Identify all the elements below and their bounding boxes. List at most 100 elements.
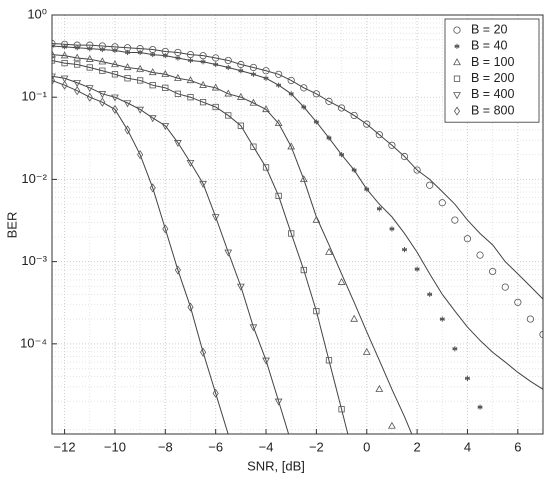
marker [300,84,308,92]
marker [111,71,119,78]
marker [363,120,371,128]
marker [111,60,119,68]
marker [149,183,156,193]
marker [161,69,170,77]
y-axis-label: BER [4,212,19,239]
marker [275,70,283,78]
marker [225,64,231,71]
theory-curve [52,79,229,434]
marker [52,50,56,58]
legend: B = 20 B = 40 B = 100 B = 200 B = 400 B = 800 [444,18,540,123]
marker [211,214,220,222]
marker [73,53,82,61]
marker [375,384,384,392]
marker [249,98,258,106]
marker [199,99,207,106]
theory-curve [52,45,543,390]
marker [454,43,460,49]
marker [225,112,232,119]
marker [200,347,207,357]
marker [388,421,396,429]
y-tick-label: 10⁻³ [21,253,47,268]
marker [438,199,446,207]
marker [325,357,333,364]
marker [453,26,461,34]
theory-curve [52,54,413,434]
marker [301,104,307,110]
marker [489,267,497,276]
legend-box [444,18,540,123]
marker [249,63,258,72]
x-tick-label: −4 [259,439,274,454]
marker [274,398,283,406]
marker [199,52,207,60]
y-tick-label: 10⁻¹ [21,89,47,104]
marker [61,59,68,67]
marker [136,106,145,114]
marker [174,73,182,81]
marker [123,100,132,108]
marker [211,83,220,91]
x-axis-label: SNR, [dB] [247,458,305,473]
marker [224,56,232,65]
marker [212,388,219,398]
marker [52,73,56,81]
x-tick-label: 4 [464,439,471,454]
marker [362,347,371,355]
marker [501,283,509,291]
marker [427,291,433,297]
theory-curve [52,75,290,434]
x-tick-label: −2 [309,439,324,454]
x-tick-label: −6 [208,439,223,454]
marker [99,67,106,74]
y-tick-label: 10⁰ [27,6,47,21]
marker [62,44,68,50]
marker [52,39,56,48]
marker [200,59,206,65]
marker [287,76,295,85]
marker [98,91,107,99]
marker [237,122,244,129]
marker [60,51,69,59]
marker [162,224,169,234]
marker [339,152,345,158]
marker [250,71,256,77]
marker [111,94,119,102]
marker [52,75,56,85]
marker [288,91,294,97]
marker [262,105,270,113]
marker [186,76,195,84]
marker [326,135,332,141]
markers [52,39,543,429]
marker [136,64,145,72]
marker [275,192,282,200]
marker [111,104,118,114]
marker [213,61,219,68]
marker [99,97,106,107]
marker [238,68,244,74]
marker [74,61,81,68]
legend-label: B = 20 [471,22,508,36]
marker [186,50,195,59]
marker [453,92,461,100]
marker [402,247,408,253]
marker [86,92,93,102]
marker [224,249,233,257]
marker [400,152,409,161]
marker [236,92,245,100]
marker [262,164,270,171]
marker [325,97,333,105]
marker [187,57,193,64]
marker [263,75,269,81]
marker [150,51,156,58]
marker [137,49,143,56]
marker [463,235,472,243]
marker [199,80,207,88]
marker [162,53,168,59]
marker [212,54,220,62]
marker [351,167,357,173]
marker [274,119,283,127]
marker [413,166,421,174]
legend-label: B = 40 [471,39,508,53]
